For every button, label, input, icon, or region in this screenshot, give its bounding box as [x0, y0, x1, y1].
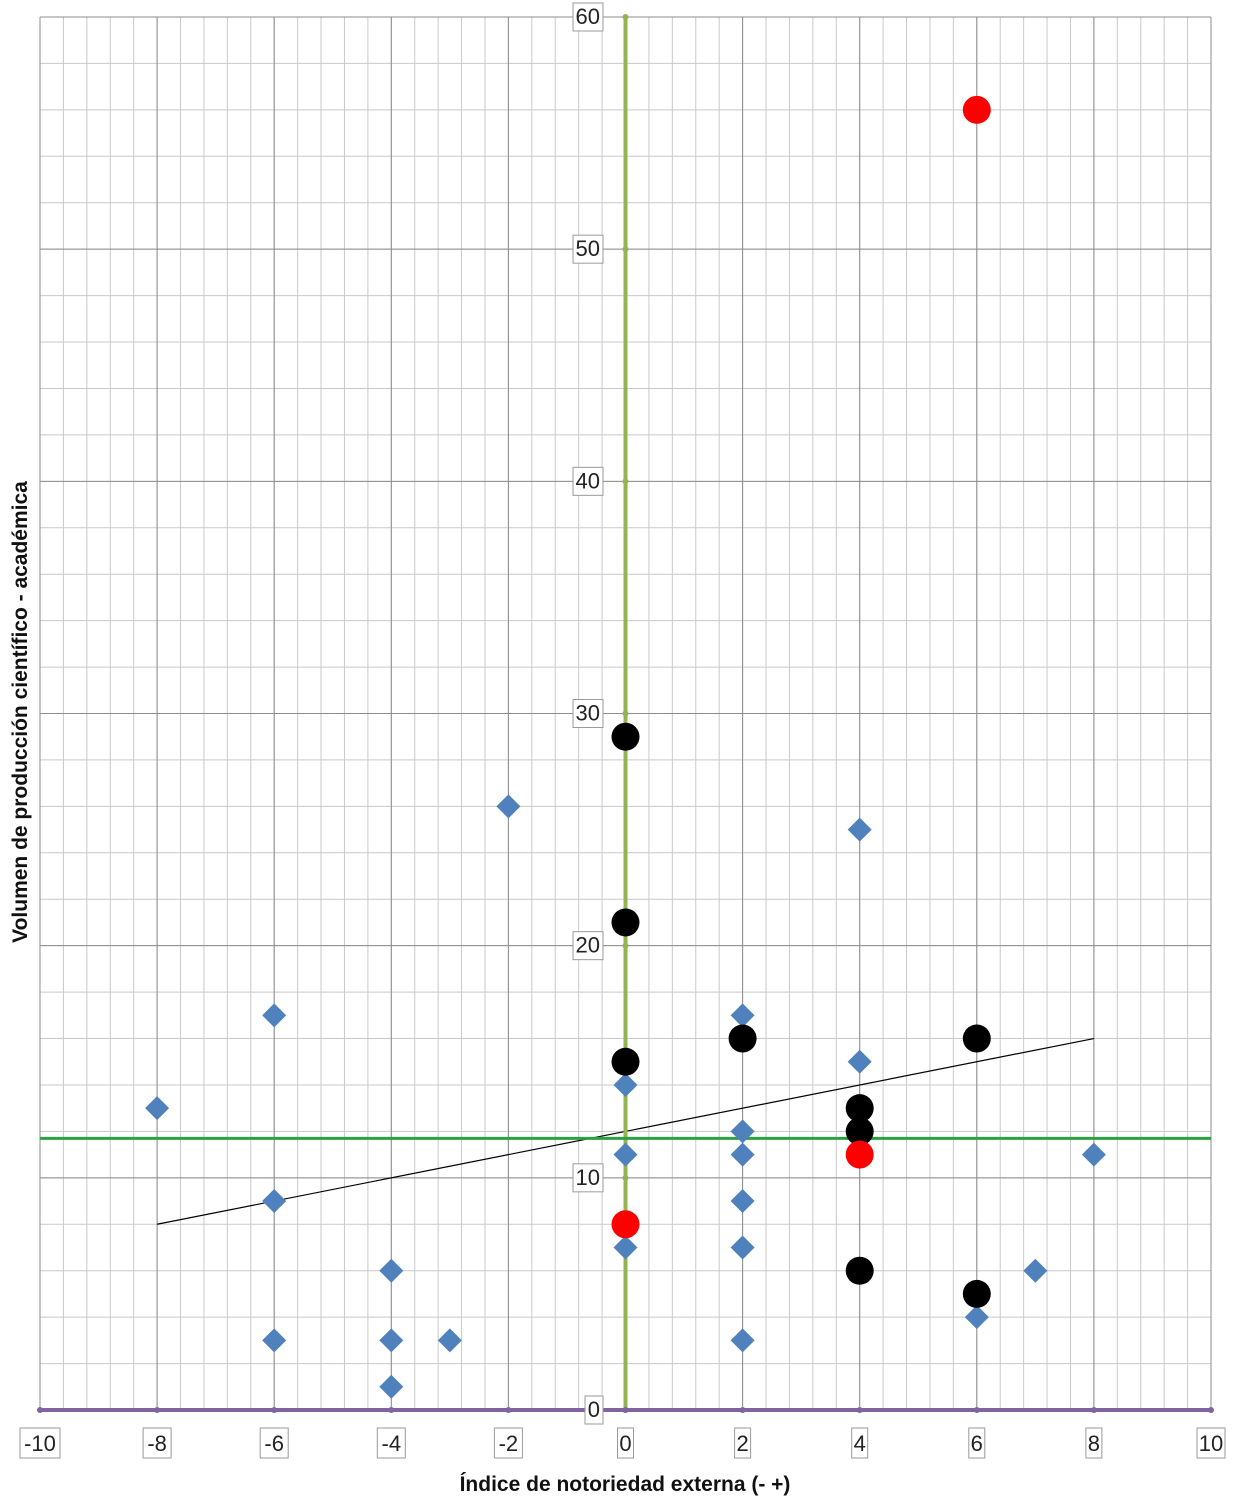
axis-tick-dot — [1208, 1407, 1214, 1413]
x-tick-label: 0 — [619, 1431, 631, 1456]
x-tick-box — [851, 1427, 869, 1459]
data-point-diamond — [437, 1328, 462, 1353]
data-point-diamond — [847, 1049, 872, 1074]
data-point-black-circle — [845, 1256, 874, 1285]
data-point-red-circle — [611, 1210, 640, 1239]
y-tick-box — [572, 234, 604, 264]
axis-tick-dot — [856, 1407, 863, 1413]
axis-tick-dot — [271, 1407, 278, 1413]
data-point-diamond — [613, 1072, 638, 1097]
x-tick-box — [259, 1427, 289, 1459]
data-point-diamond — [379, 1328, 404, 1353]
axis-tick-dot — [622, 14, 629, 20]
y-tick-box — [572, 466, 604, 496]
y-tick-label: 0 — [588, 1397, 600, 1422]
axis-tick-dot — [1090, 1407, 1097, 1413]
x-tick-box — [1196, 1427, 1226, 1459]
y-tick-label: 60 — [576, 4, 600, 29]
data-point-black-circle — [962, 1024, 991, 1053]
x-tick-label: -4 — [382, 1431, 402, 1456]
axis-tick-dot — [739, 1407, 746, 1413]
x-axis-title: Índice de notoriedad externa (- +) — [460, 1473, 791, 1496]
data-point-diamond — [964, 1305, 989, 1330]
data-point-diamond — [379, 1374, 404, 1399]
axis-tick-dot — [622, 1174, 629, 1181]
data-point-diamond — [262, 1189, 287, 1214]
x-tick-box — [376, 1427, 406, 1459]
axis-tick-dot — [973, 1407, 980, 1413]
x-tick-box — [1085, 1427, 1103, 1459]
axis-tick-dot — [388, 1407, 395, 1413]
y-axis-title: Volumen de producción científico - acadé… — [9, 481, 32, 943]
axis-tick-dot — [622, 942, 629, 949]
x-tick-box — [968, 1427, 986, 1459]
tick-labels: -10 -8 -6 -4 -2 0 2 4 6 8 10 0 10 20 30 40 50 60 — [19, 2, 1226, 1459]
y-tick-box — [572, 2, 604, 32]
x-tick-label: 6 — [971, 1431, 983, 1456]
data-point-diamond — [613, 1235, 638, 1260]
y-tick-label: 50 — [576, 236, 600, 261]
data-point-diamond — [1081, 1142, 1106, 1167]
data-point-diamond — [730, 1235, 755, 1260]
data-point-black-circle — [611, 908, 640, 937]
data-point-black-circle — [728, 1024, 757, 1053]
axis-tick-dot — [622, 710, 629, 717]
y-tick-box — [572, 699, 604, 728]
data-points — [145, 95, 1106, 1399]
y-tick-label: 20 — [576, 933, 600, 958]
data-point-diamond — [730, 1003, 755, 1028]
data-point-diamond — [496, 794, 521, 819]
x-tick-box — [142, 1427, 172, 1459]
data-point-diamond — [730, 1328, 755, 1353]
data-point-black-circle — [611, 722, 640, 751]
x-tick-label: -6 — [264, 1431, 284, 1456]
x-tick-label: 4 — [854, 1431, 866, 1456]
data-point-diamond — [613, 1142, 638, 1167]
data-point-diamond — [730, 1189, 755, 1214]
data-point-diamond — [1023, 1258, 1048, 1283]
y-tick-box — [572, 1163, 604, 1193]
data-point-diamond — [262, 1328, 287, 1353]
x-tick-label: 2 — [736, 1431, 748, 1456]
x-tick-label: 8 — [1088, 1431, 1100, 1456]
data-point-black-circle — [845, 1117, 874, 1146]
y-tick-box — [584, 1395, 604, 1425]
x-tick-label: -8 — [147, 1431, 167, 1456]
data-point-red-circle — [845, 1140, 874, 1169]
y-tick-box — [572, 931, 604, 961]
x-tick-label: -2 — [499, 1431, 519, 1456]
data-point-diamond — [730, 1119, 755, 1144]
y-tick-label: 30 — [576, 701, 600, 726]
y-tick-label: 10 — [576, 1165, 600, 1190]
axis-tick-dot — [154, 1407, 161, 1413]
data-point-diamond — [379, 1258, 404, 1283]
x-tick-box — [617, 1427, 634, 1459]
x-tick-label: -10 — [24, 1431, 56, 1456]
data-point-black-circle — [611, 1047, 640, 1076]
data-point-diamond — [730, 1142, 755, 1167]
data-point-black-circle — [845, 1094, 874, 1123]
x-tick-box — [19, 1427, 61, 1459]
x-tick-box — [734, 1427, 752, 1459]
axis-tick-dot — [622, 478, 629, 485]
reference-lines — [37, 14, 1214, 1413]
data-point-red-circle — [962, 95, 991, 124]
axis-tick-dot — [622, 246, 629, 253]
axis-tick-dot — [622, 1407, 629, 1413]
data-point-diamond — [262, 1003, 287, 1028]
y-tick-label: 40 — [576, 468, 600, 493]
data-point-diamond — [145, 1096, 170, 1121]
data-point-diamond — [847, 817, 872, 842]
axis-tick-dot — [505, 1407, 512, 1413]
axis-tick-dot — [37, 1407, 43, 1413]
data-point-black-circle — [962, 1279, 991, 1308]
x-tick-label: 10 — [1199, 1431, 1223, 1456]
x-tick-box — [493, 1427, 523, 1459]
